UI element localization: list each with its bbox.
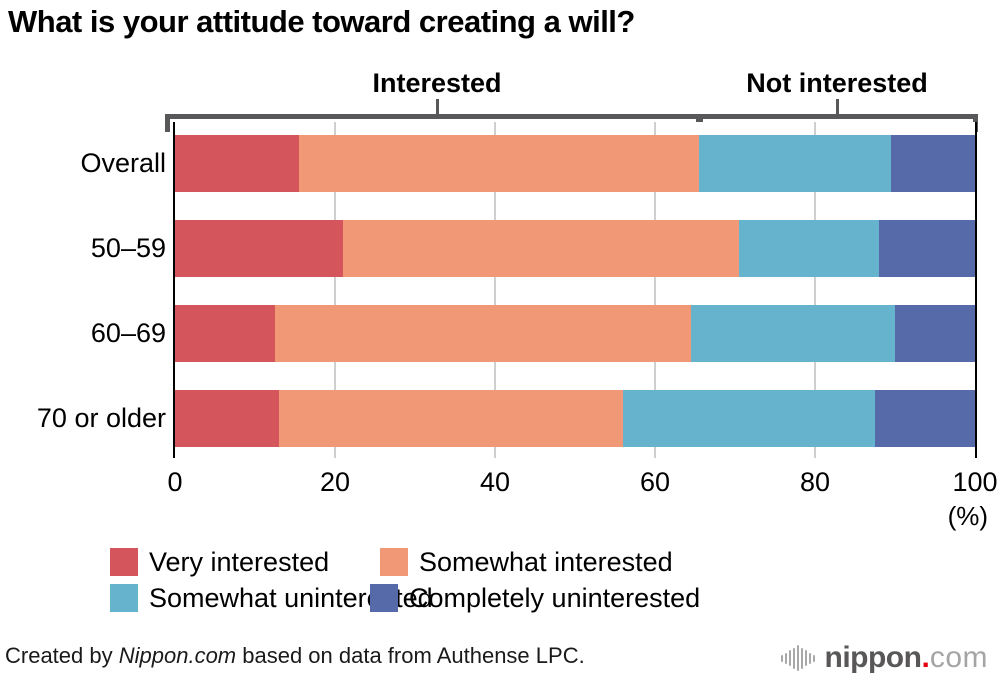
bracket-line [165, 114, 978, 119]
logo-dot: . [921, 641, 930, 674]
bar-segment [895, 305, 975, 362]
legend-swatch [370, 584, 398, 612]
legend-label: Completely uninterested [409, 583, 701, 613]
legend-swatch [110, 584, 138, 612]
bar-segment [623, 390, 875, 447]
category-label: 70 or older [36, 403, 166, 433]
legend-label: Very interested [149, 547, 330, 577]
axis-tick-label: 20 [319, 467, 351, 497]
bar-segment [739, 220, 879, 277]
footer-credit: Created by Nippon.com based on data from… [5, 643, 585, 669]
bar-segment [299, 135, 699, 192]
legend-item: Completely uninterested [370, 582, 700, 614]
waveform-icon [780, 645, 817, 671]
waveform-bar [792, 647, 795, 669]
bar-segment [175, 305, 275, 362]
bar-row [175, 135, 975, 192]
legend-item: Very interested [110, 546, 329, 578]
bracket-stem [835, 99, 839, 114]
logo-text-nippon: nippon [824, 641, 922, 674]
bar-segment [875, 390, 975, 447]
axis-tick-label: 0 [167, 467, 183, 497]
percent-unit-label: (%) [947, 501, 988, 531]
axis-tick-label: 60 [639, 467, 671, 497]
waveform-bar [788, 650, 791, 666]
bar-segment [891, 135, 975, 192]
gridline-80 [814, 122, 816, 458]
plot-area [173, 122, 977, 458]
bar-row [175, 390, 975, 447]
waveform-bar [804, 650, 807, 666]
chart-title: What is your attitude toward creating a … [8, 4, 635, 39]
bar-row [175, 305, 975, 362]
legend-label: Somewhat interested [419, 547, 673, 577]
bar-segment [343, 220, 739, 277]
waveform-bar [796, 645, 799, 671]
credit-source: Nippon.com [118, 643, 237, 668]
logo-text-com: com [929, 641, 988, 674]
credit-suffix: based on data from Authense LPC. [236, 643, 585, 668]
bar-segment [175, 220, 343, 277]
waveform-bar [808, 652, 811, 664]
axis-line-left [173, 122, 175, 458]
category-label: 50–59 [90, 233, 166, 263]
gridline-20 [334, 122, 336, 458]
bar-row [175, 220, 975, 277]
category-label: 60–69 [90, 318, 166, 348]
bar-segment [879, 220, 975, 277]
axis-line-right [975, 122, 977, 458]
legend-item: Somewhat interested [380, 546, 673, 578]
gridline-60 [654, 122, 656, 458]
legend-swatch [110, 548, 138, 576]
group-label-not-interested: Not interested [746, 68, 928, 98]
legend-swatch [380, 548, 408, 576]
bar-segment [691, 305, 895, 362]
waveform-bar [812, 654, 815, 662]
bar-segment [699, 135, 891, 192]
gridline-40 [494, 122, 496, 458]
waveform-bar [800, 647, 803, 669]
group-label-interested: Interested [372, 68, 502, 98]
axis-tick-label: 40 [479, 467, 511, 497]
nippon-logo: nippon. com [780, 641, 989, 675]
bar-segment [175, 390, 279, 447]
category-label: Overall [80, 148, 166, 178]
bar-segment [175, 135, 299, 192]
credit-prefix: Created by [5, 643, 119, 668]
bar-segment [275, 305, 691, 362]
axis-tick-label: 100 [952, 467, 998, 497]
bracket-cap-left [165, 114, 170, 132]
bracket-stem [435, 99, 439, 114]
waveform-bar [784, 652, 787, 664]
waveform-bar [780, 654, 783, 662]
axis-tick-label: 80 [799, 467, 831, 497]
bar-segment [279, 390, 623, 447]
